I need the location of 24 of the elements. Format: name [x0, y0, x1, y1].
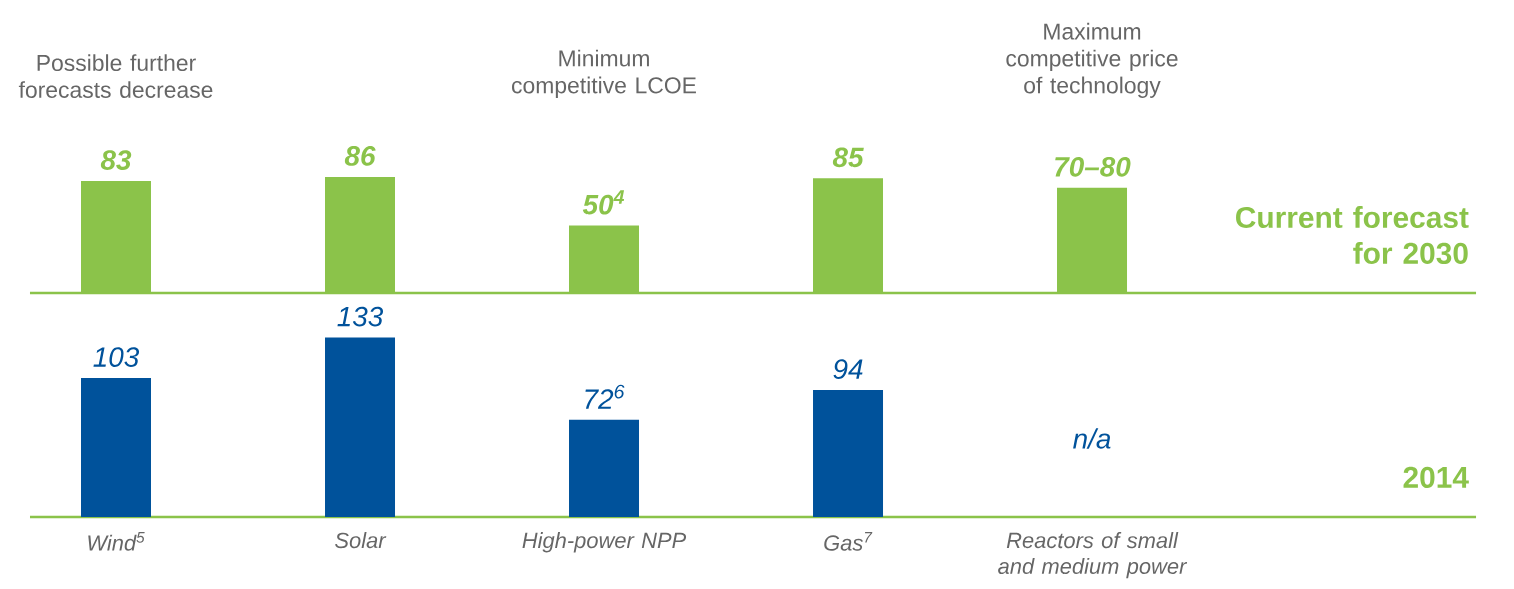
data-label: 86 — [344, 146, 376, 166]
data-label: 70–80 — [1055, 156, 1131, 177]
text: Possible further forecasts decrease — [18, 54, 213, 98]
data-label: 103 — [93, 347, 140, 367]
bar — [325, 337, 396, 518]
text: Minimum competitive LCOE — [512, 49, 696, 98]
x-tick-label: Solar — [335, 532, 387, 549]
bar — [569, 419, 640, 518]
data-label: 94 — [833, 359, 863, 380]
x-tick-label: High-power NPP — [522, 532, 687, 553]
text: 2014 — [1403, 466, 1469, 488]
x-tick-label: Wind$^{5}$ — [88, 532, 145, 551]
text: Maximum competitive price of technology — [1006, 22, 1178, 98]
data-label: 83 — [100, 150, 132, 170]
text: Current forecast for 2030 — [1236, 206, 1469, 264]
x-tick-label: Reactors of small and medium power — [998, 532, 1188, 579]
bar — [81, 377, 151, 518]
data-label: 72$^{6}$ — [585, 384, 625, 409]
data-label: 85 — [832, 147, 864, 168]
data-label: 50$^{4}$ — [582, 190, 625, 215]
bar — [813, 390, 884, 518]
x-tick-label: Gas$^{7}$ — [824, 532, 873, 551]
text: n/a — [1073, 428, 1111, 449]
data-label: 133 — [337, 306, 384, 327]
